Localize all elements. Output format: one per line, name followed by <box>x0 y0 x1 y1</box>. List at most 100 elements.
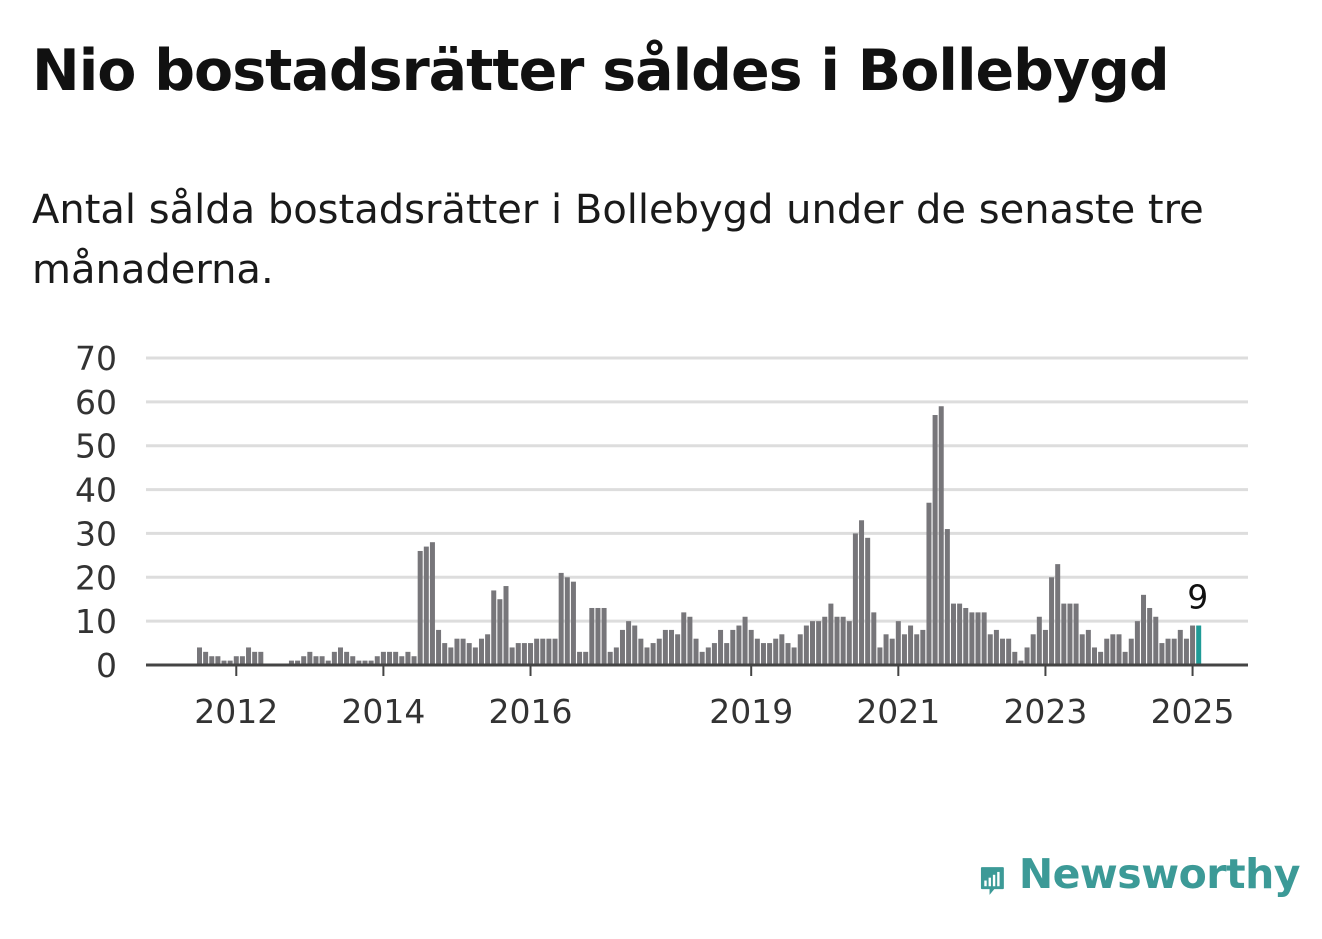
bar <box>644 647 650 665</box>
bar <box>767 643 773 665</box>
bar <box>1159 643 1165 665</box>
bar <box>313 656 319 665</box>
bar <box>319 656 325 665</box>
bar <box>1134 621 1140 665</box>
grid-lines <box>146 356 1248 623</box>
bar <box>883 634 889 665</box>
bar <box>472 647 478 665</box>
bar <box>920 629 926 665</box>
bar <box>1190 625 1196 665</box>
chart-subtitle: Antal sålda bostadsrätter i Bollebygd un… <box>32 187 1204 293</box>
newsworthy-logo-icon <box>980 867 1004 895</box>
bar <box>1122 651 1128 665</box>
y-tick-label: 10 <box>75 602 117 641</box>
bar <box>1128 638 1134 665</box>
y-tick-label: 70 <box>75 339 117 378</box>
bar <box>1171 638 1177 665</box>
bar <box>252 651 258 665</box>
bar <box>957 603 963 665</box>
bar <box>1042 629 1048 665</box>
bar <box>908 625 914 665</box>
bar <box>987 634 993 665</box>
bar <box>583 651 589 665</box>
bar <box>748 629 754 665</box>
bar <box>356 660 362 665</box>
bar <box>810 621 815 665</box>
y-axis-labels: 0 10 20 30 40 50 60 70 <box>75 339 117 685</box>
bar <box>626 621 632 665</box>
bar <box>589 607 595 665</box>
bar <box>791 647 797 665</box>
y-tick-label: 40 <box>75 471 117 510</box>
bar <box>1110 634 1116 665</box>
bar <box>1085 629 1091 665</box>
bar <box>1183 638 1189 665</box>
bar <box>638 638 644 665</box>
bar <box>509 647 515 665</box>
bars <box>197 406 1202 665</box>
bar <box>521 643 527 665</box>
bar <box>436 629 442 665</box>
bar <box>528 643 534 665</box>
x-tick-label: 2012 <box>194 692 278 731</box>
y-tick-label: 30 <box>75 514 117 553</box>
y-tick-label: 60 <box>75 383 117 422</box>
bar <box>736 625 742 665</box>
bar <box>215 656 221 665</box>
bar <box>754 638 760 665</box>
bar <box>1177 629 1183 665</box>
bar <box>693 638 699 665</box>
bar <box>1165 638 1171 665</box>
bar <box>423 546 429 665</box>
bar <box>932 415 938 665</box>
x-tick-label: 2023 <box>1003 692 1087 731</box>
bar <box>944 529 950 665</box>
bar <box>975 612 981 665</box>
bar <box>718 629 724 665</box>
bar <box>993 629 999 665</box>
bar <box>209 656 215 665</box>
bar <box>1104 638 1110 665</box>
annotations: 9 <box>1187 578 1208 617</box>
bar <box>558 572 564 665</box>
bar <box>632 625 638 665</box>
bar <box>650 643 656 665</box>
bar <box>478 638 484 665</box>
bar <box>368 660 374 665</box>
bar <box>607 651 613 665</box>
bar <box>619 629 625 665</box>
bar <box>466 643 472 665</box>
bar <box>239 656 245 665</box>
newsworthy-logo[interactable]: Newsworthy <box>980 848 1301 912</box>
bar <box>742 616 748 665</box>
bar <box>540 638 546 665</box>
bar <box>399 656 405 665</box>
bar <box>1049 577 1055 665</box>
bar <box>1067 603 1073 665</box>
x-axis: 2012 2014 2016 2019 2021 2023 2025 <box>146 663 1248 731</box>
bar <box>233 656 239 665</box>
bar <box>460 638 466 665</box>
bar <box>779 634 785 665</box>
bar <box>1006 638 1012 665</box>
bar <box>258 651 264 665</box>
bar <box>828 603 834 665</box>
bar <box>331 651 337 665</box>
bar <box>699 651 705 665</box>
bar <box>822 616 828 665</box>
bar <box>325 660 331 665</box>
bar <box>760 643 766 665</box>
y-tick-label: 0 <box>96 646 117 685</box>
bar <box>1073 603 1079 665</box>
bar <box>393 651 399 665</box>
bar <box>1141 594 1147 665</box>
bar <box>485 634 491 665</box>
x-tick-label: 2016 <box>489 692 573 731</box>
brand-name: Newsworthy <box>1018 850 1301 898</box>
bar <box>730 629 736 665</box>
bar <box>938 406 944 665</box>
bar <box>442 643 448 665</box>
bar <box>1098 651 1104 665</box>
bar <box>307 651 313 665</box>
bar <box>852 533 858 665</box>
